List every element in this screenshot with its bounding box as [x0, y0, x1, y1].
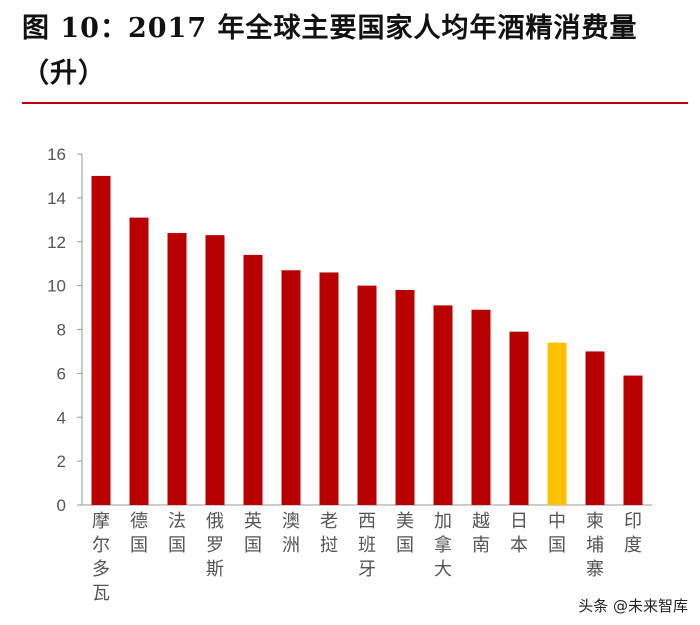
- bar-9: [395, 290, 415, 505]
- bar-6: [281, 270, 301, 505]
- bar-15: [623, 375, 643, 505]
- y-tick-label: 2: [57, 452, 66, 471]
- category-label: 摩尔多瓦: [92, 511, 110, 604]
- category-label: 英国: [244, 511, 262, 556]
- bar-11: [471, 309, 491, 505]
- bar-13: [547, 342, 567, 505]
- bar-5: [243, 254, 263, 505]
- bar-3: [167, 232, 187, 505]
- category-label: 老挝: [320, 511, 338, 556]
- category-label: 中国: [548, 511, 566, 556]
- category-label: 西班牙: [358, 511, 376, 580]
- y-tick-label: 16: [47, 145, 66, 164]
- category-label: 法国: [168, 511, 186, 556]
- y-tick-label: 0: [57, 496, 66, 515]
- watermark: 头条 @未来智库: [574, 594, 692, 617]
- y-tick-label: 6: [57, 364, 66, 383]
- bar-10: [433, 305, 453, 505]
- y-tick-label: 10: [47, 277, 66, 296]
- y-tick-label: 4: [57, 408, 66, 427]
- bar-14: [585, 351, 605, 505]
- category-label: 印度: [624, 511, 642, 556]
- bar-8: [357, 285, 377, 505]
- category-label: 柬埔寨: [586, 511, 604, 580]
- bar-2: [129, 217, 149, 505]
- category-label: 澳洲: [282, 511, 300, 556]
- category-label: 德国: [130, 511, 148, 556]
- bar-7: [319, 272, 339, 505]
- y-tick-label: 8: [57, 321, 66, 340]
- title-divider: [22, 102, 688, 104]
- category-label: 俄罗斯: [206, 511, 224, 580]
- category-label: 日本: [510, 511, 528, 556]
- bar-4: [205, 235, 225, 505]
- category-label: 美国: [396, 511, 414, 556]
- y-tick-label: 14: [47, 189, 66, 208]
- bar-1: [91, 175, 111, 505]
- chart-title: 图 10：2017 年全球主要国家人均年酒精消费量（升）: [22, 13, 638, 89]
- y-tick-label: 12: [47, 233, 66, 252]
- category-label: 加拿大: [434, 511, 452, 580]
- category-label: 越南: [472, 511, 490, 556]
- bar-12: [509, 331, 529, 505]
